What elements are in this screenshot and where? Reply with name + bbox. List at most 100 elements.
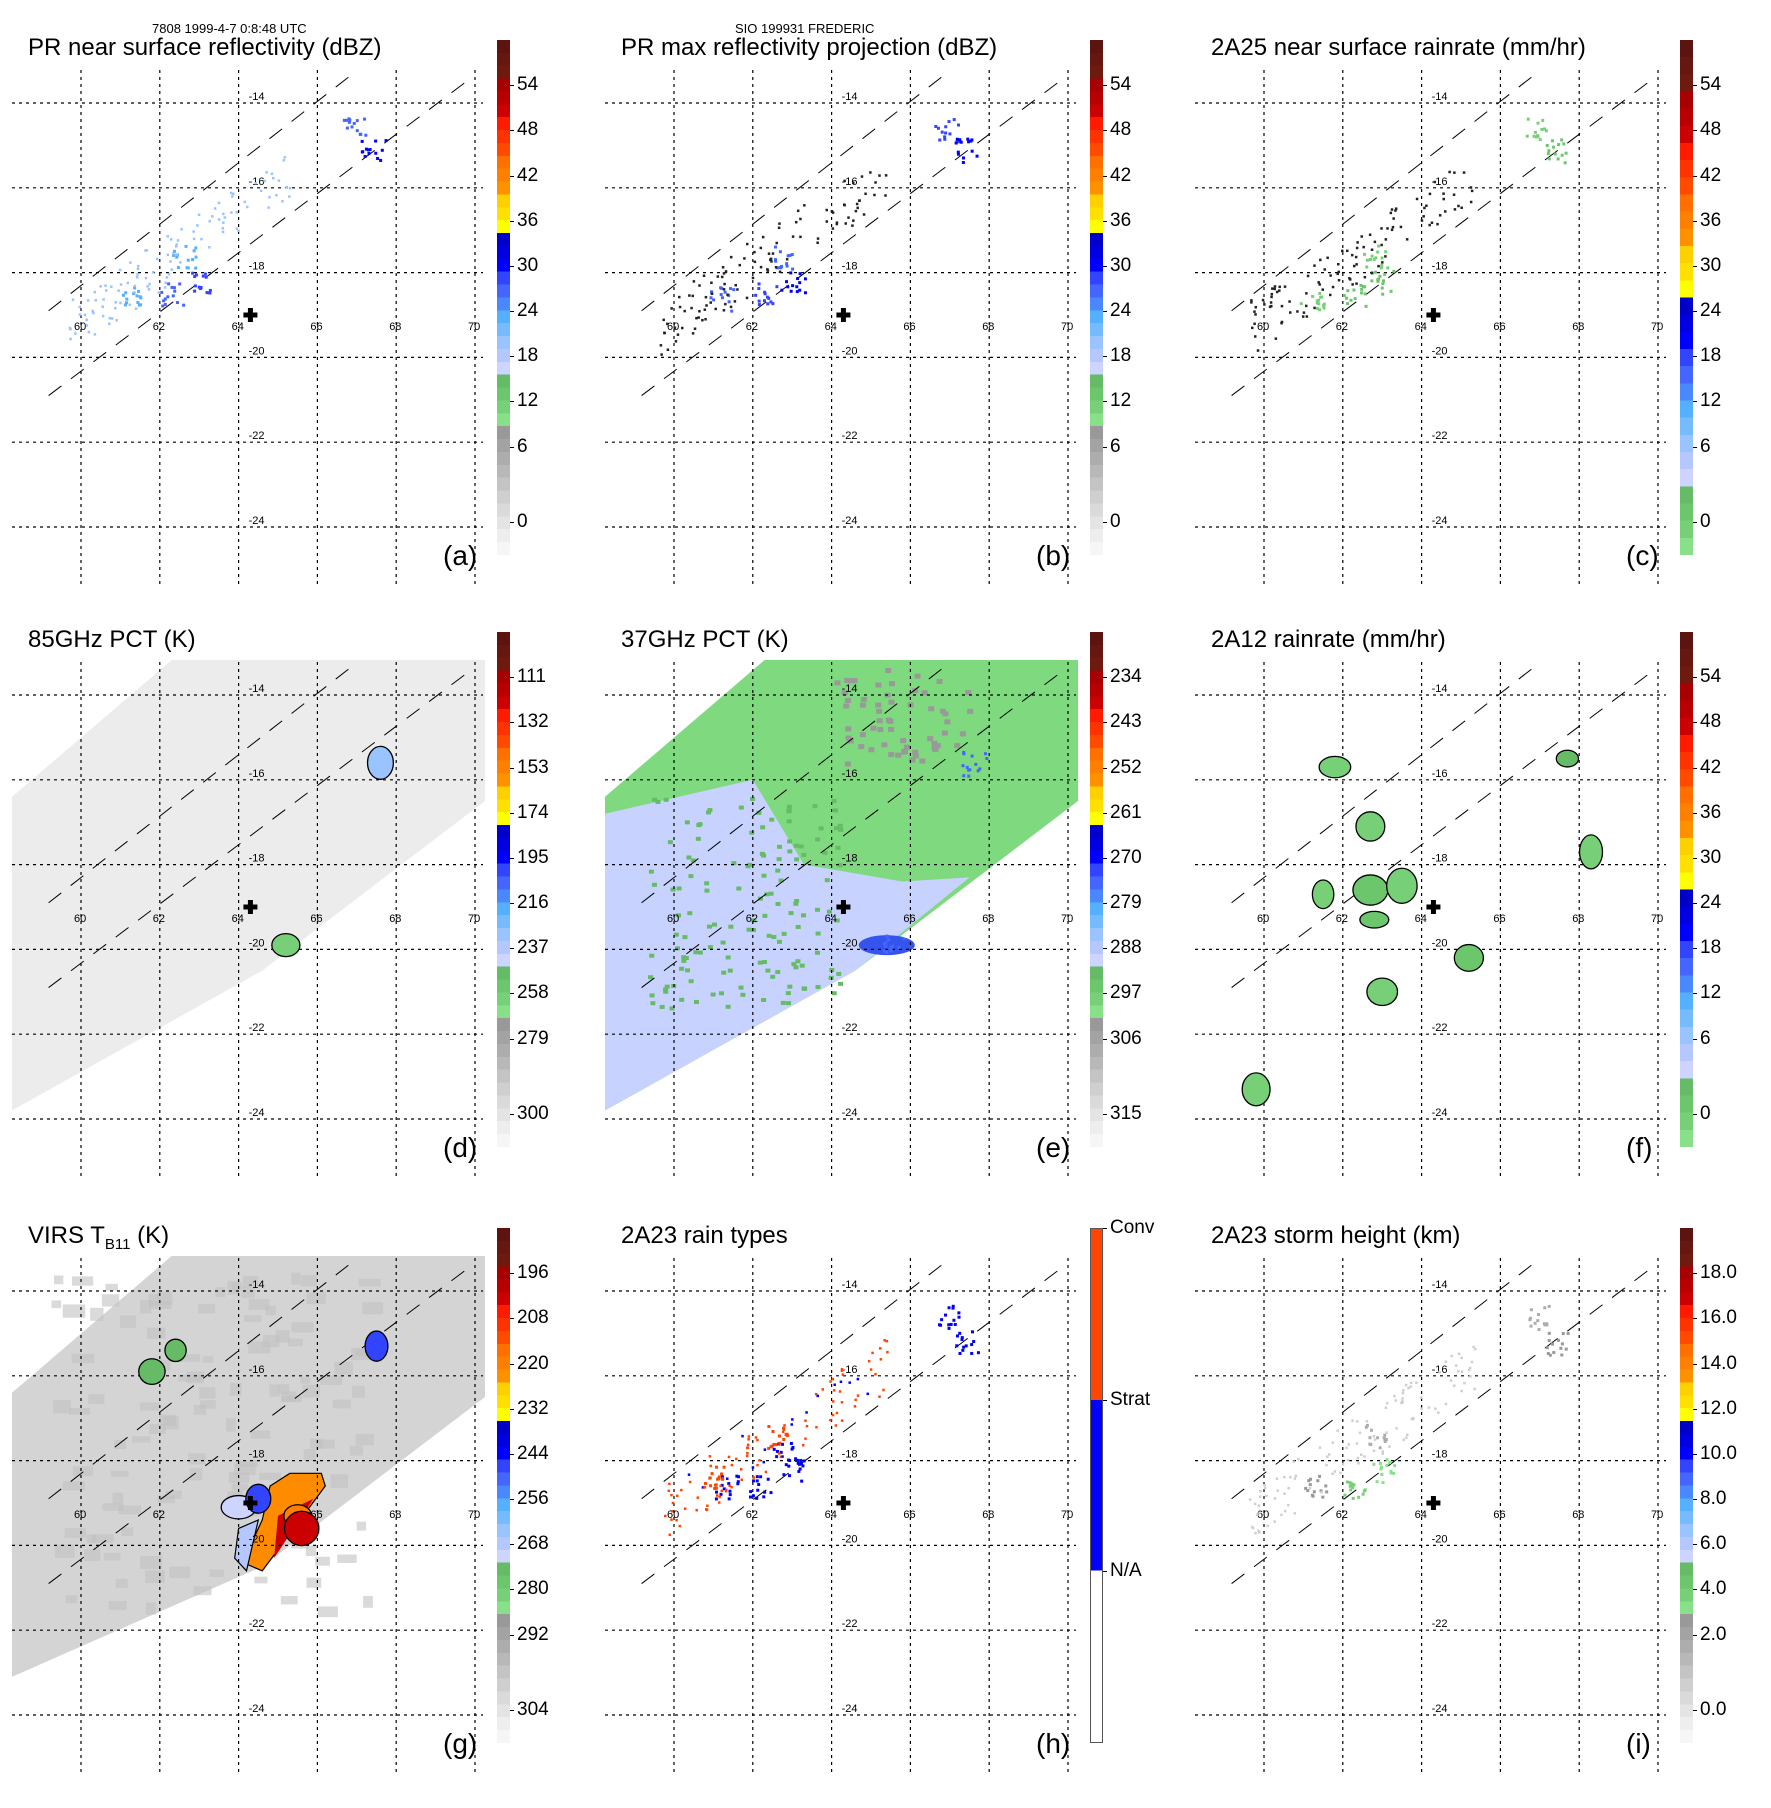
data-pixel bbox=[1310, 1493, 1314, 1497]
data-pixel bbox=[815, 1425, 818, 1429]
cloud-texture bbox=[278, 1384, 290, 1395]
lon-label: 60 bbox=[74, 1509, 86, 1521]
data-pixel bbox=[182, 303, 186, 307]
colorbar-tick-label: 48 bbox=[509, 119, 539, 141]
pixel-cell bbox=[939, 708, 946, 714]
data-pixel bbox=[1537, 1328, 1541, 1332]
pixel-cell bbox=[844, 677, 851, 683]
data-pixel bbox=[1306, 274, 1310, 278]
data-pixel bbox=[829, 1380, 832, 1383]
data-pixel bbox=[364, 133, 368, 137]
colorbar-tick-label: 30 bbox=[1692, 846, 1722, 868]
data-pixel bbox=[710, 1472, 714, 1476]
pixel-cell bbox=[786, 819, 792, 824]
rain-cell-contour bbox=[271, 933, 301, 958]
pixel-cell bbox=[764, 892, 770, 897]
data-pixel bbox=[180, 227, 183, 231]
data-pixel bbox=[137, 303, 141, 307]
data-pixel bbox=[829, 1418, 832, 1422]
colorbar-tick-label: 234 bbox=[1103, 666, 1142, 688]
data-pixel bbox=[172, 252, 175, 255]
pixel-cell bbox=[793, 965, 799, 970]
data-pixel bbox=[1383, 1433, 1387, 1437]
data-pixel bbox=[851, 224, 854, 227]
data-pixel bbox=[366, 148, 370, 152]
data-pixel bbox=[380, 148, 384, 152]
data-pixel bbox=[1382, 1436, 1386, 1440]
data-pixel bbox=[167, 282, 171, 286]
data-pixel bbox=[1363, 1455, 1366, 1458]
data-pixel bbox=[1370, 254, 1374, 258]
data-pixel bbox=[729, 287, 733, 291]
data-pixel bbox=[1319, 1489, 1323, 1493]
data-pixel bbox=[1560, 1342, 1564, 1346]
data-pixel bbox=[785, 264, 789, 268]
data-pixel bbox=[171, 294, 175, 298]
data-pixel bbox=[704, 295, 708, 299]
data-pixel bbox=[751, 1466, 755, 1469]
data-pixel bbox=[1470, 189, 1474, 193]
pixel-cell bbox=[837, 823, 843, 828]
colorbar-tick-label: 220 bbox=[510, 1352, 549, 1374]
data-pixel bbox=[347, 120, 351, 124]
warm-edge bbox=[234, 1518, 260, 1573]
data-pixel bbox=[668, 1533, 672, 1537]
data-pixel bbox=[134, 307, 138, 310]
data-pixel bbox=[717, 1475, 721, 1479]
pixel-cell bbox=[669, 1006, 675, 1011]
data-pixel bbox=[85, 324, 89, 327]
data-pixel bbox=[173, 289, 177, 293]
data-pixel bbox=[1275, 1477, 1279, 1480]
colorbar-tick-label: 111 bbox=[510, 666, 546, 688]
cloud-texture bbox=[254, 1576, 268, 1584]
data-pixel bbox=[1253, 322, 1256, 326]
colorbar-tick-label: 216 bbox=[510, 892, 549, 914]
cloud-texture bbox=[300, 1377, 311, 1384]
map-panel-e: -14 -16 -18 -20 -22 -24 60 62 64 66 68 70 37GHz PCT … bbox=[593, 622, 1183, 1212]
data-pixel bbox=[1283, 1509, 1287, 1513]
swath-edge-line bbox=[1231, 1266, 1654, 1584]
lat-label: -24 bbox=[1432, 1703, 1448, 1715]
data-pixel bbox=[1545, 143, 1549, 147]
colorbar-tick-label: 12.0 bbox=[1693, 1397, 1737, 1419]
data-pixel bbox=[147, 288, 151, 291]
data-pixel bbox=[947, 1306, 951, 1310]
colorbar-tick-label: 306 bbox=[1103, 1027, 1142, 1049]
colorbar-tick-label: 2.0 bbox=[1692, 1623, 1727, 1645]
data-pixel bbox=[1391, 225, 1395, 229]
cloud-texture bbox=[315, 1556, 330, 1566]
data-pixel bbox=[108, 316, 112, 320]
data-pixel bbox=[1275, 290, 1279, 294]
data-pixel bbox=[832, 1389, 836, 1392]
data-pixel bbox=[1372, 257, 1376, 261]
data-pixel bbox=[854, 1398, 857, 1402]
data-pixel bbox=[1553, 152, 1557, 156]
colorbar-tick-label: 252 bbox=[1103, 756, 1142, 778]
data-pixel bbox=[970, 754, 974, 758]
data-pixel bbox=[374, 151, 378, 155]
data-pixel bbox=[1378, 1462, 1382, 1466]
data-pixel bbox=[1460, 206, 1463, 210]
data-pixel bbox=[110, 317, 114, 320]
swath-edge-line bbox=[1231, 74, 1536, 312]
data-pixel bbox=[1253, 310, 1256, 313]
data-pixel bbox=[715, 1494, 719, 1497]
data-pixel bbox=[797, 1469, 801, 1473]
pixel-cell bbox=[775, 970, 781, 975]
data-pixel bbox=[1348, 277, 1351, 280]
data-pixel bbox=[801, 1443, 805, 1447]
pixel-cell bbox=[759, 851, 765, 856]
data-pixel bbox=[275, 193, 278, 197]
data-pixel bbox=[1394, 209, 1397, 212]
data-pixel bbox=[355, 119, 359, 123]
data-pixel bbox=[1384, 255, 1387, 258]
lat-label: -18 bbox=[1432, 261, 1448, 273]
data-pixel bbox=[961, 1348, 965, 1352]
data-pixel bbox=[746, 1446, 750, 1449]
data-pixel bbox=[1419, 1396, 1423, 1399]
colorbar-tick-label: 208 bbox=[510, 1307, 549, 1329]
map-panel-b: -14 -16 -18 -20 -22 -24 60 62 64 66 68 70 PR max ref… bbox=[593, 30, 1183, 620]
cloud-texture bbox=[352, 1385, 365, 1398]
pixel-cell bbox=[685, 968, 691, 973]
pixel-cell bbox=[837, 863, 843, 868]
